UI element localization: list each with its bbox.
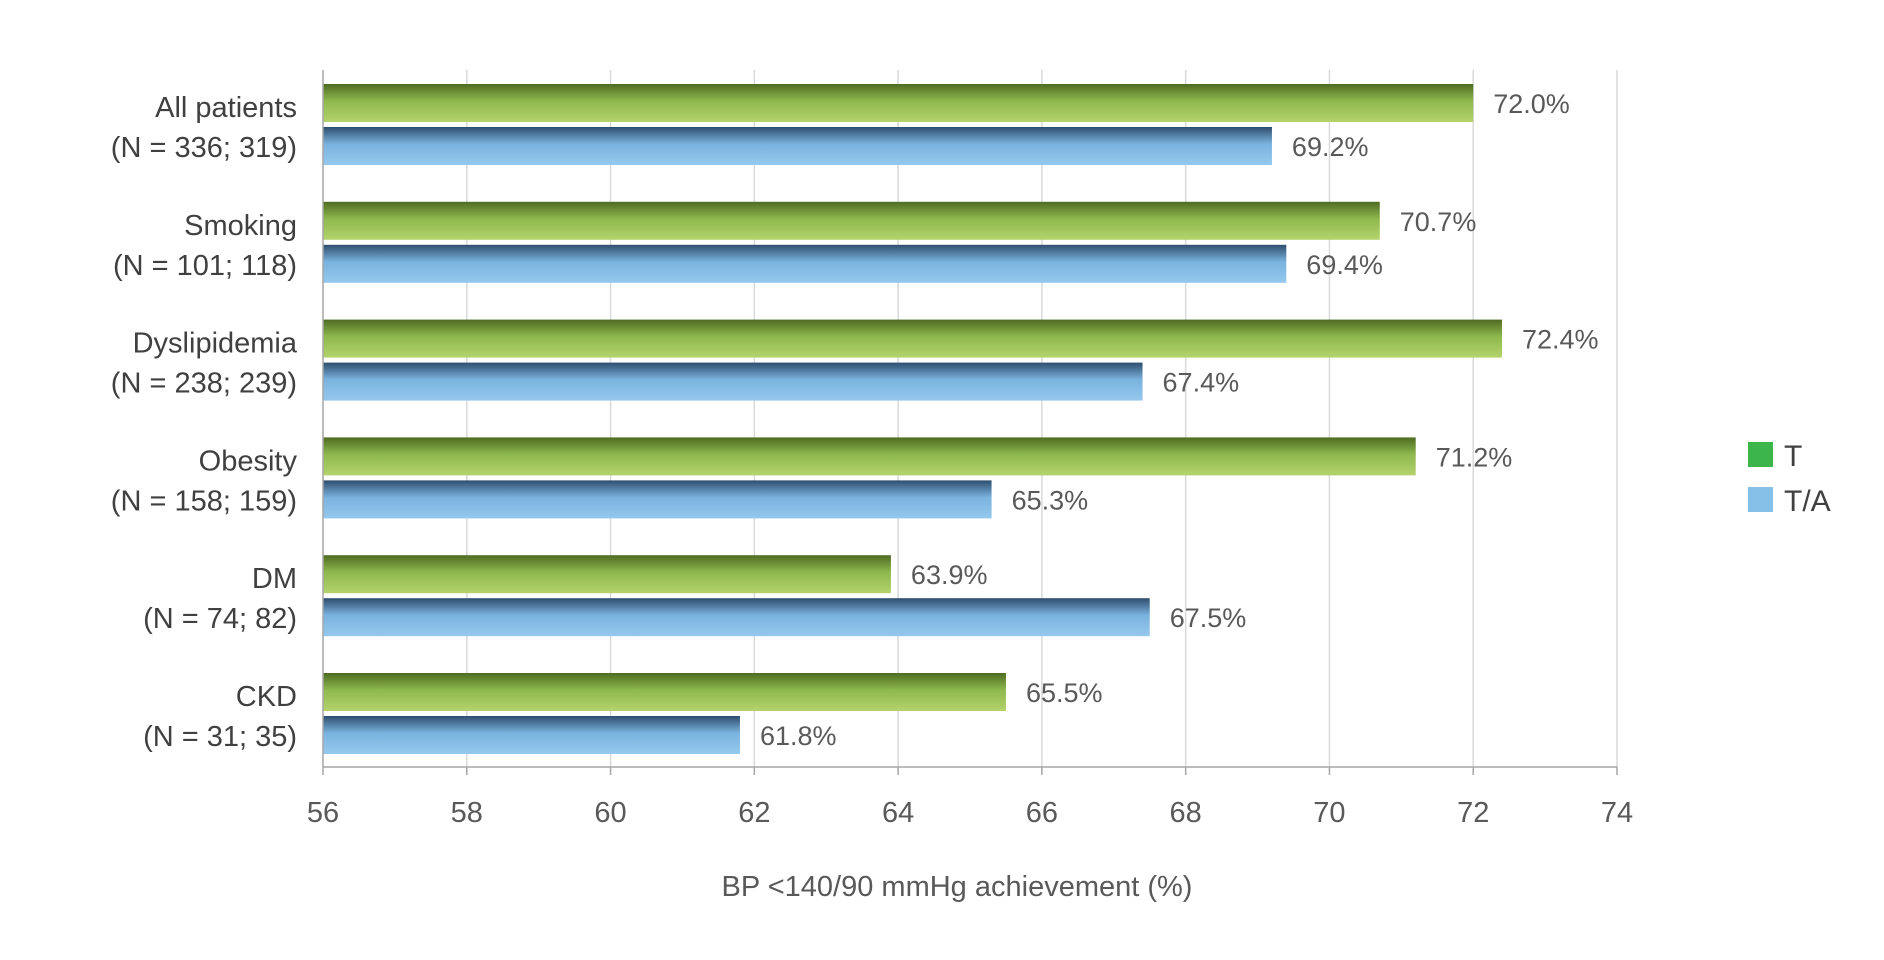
category-label: CKD	[236, 681, 297, 713]
category-label: DM	[252, 563, 297, 595]
bar-t	[323, 201, 1380, 240]
category-label: Obesity	[199, 445, 298, 477]
category-n-label: (N = 238; 239)	[111, 368, 297, 400]
data-label: 69.2%	[1292, 132, 1369, 162]
data-label: 67.4%	[1163, 368, 1240, 398]
x-tick-label: 72	[1457, 797, 1489, 829]
category-label: Dyslipidemia	[133, 328, 298, 360]
category-label: Smoking	[184, 210, 297, 242]
labels: All patients (N = 336; 319) 72.0% 69.2% Smok…	[111, 89, 1599, 753]
category-n-label: (N = 158; 159)	[111, 485, 297, 517]
bar-t	[323, 673, 1006, 711]
bar-ta	[323, 127, 1272, 165]
bar-ta	[323, 244, 1287, 283]
legend: T T/A	[1748, 440, 1831, 518]
x-axis-title: BP <140/90 mmHg achievement (%)	[722, 871, 1193, 903]
data-label: 72.0%	[1493, 89, 1570, 119]
x-tick-label: 66	[1026, 797, 1058, 829]
category-n-label: (N = 336; 319)	[111, 132, 297, 164]
bar-ta	[323, 716, 740, 754]
data-label: 63.9%	[911, 560, 988, 590]
x-tick-label: 62	[738, 797, 770, 829]
category-n-label: (N = 74; 82)	[143, 603, 297, 635]
bar-t	[323, 437, 1416, 476]
x-tick-label: 60	[594, 797, 626, 829]
bars	[323, 84, 1502, 754]
bar-ta	[323, 362, 1143, 401]
x-tick-label: 74	[1601, 797, 1633, 829]
category-label: All patients	[155, 92, 297, 124]
data-label: 70.7%	[1400, 207, 1477, 237]
legend-label: T/A	[1784, 485, 1831, 518]
data-label: 67.5%	[1170, 603, 1247, 633]
bar-t	[323, 84, 1474, 122]
axes: 56 58 60 62 64 66 68 70 72 74	[307, 70, 1633, 829]
x-tick-label: 56	[307, 797, 339, 829]
bar-t	[323, 555, 891, 594]
data-label: 65.5%	[1026, 678, 1103, 708]
x-tick-label: 58	[451, 797, 483, 829]
x-tick-label: 64	[882, 797, 914, 829]
data-label: 72.4%	[1522, 325, 1599, 355]
data-label: 69.4%	[1306, 250, 1383, 280]
data-label: 65.3%	[1012, 485, 1089, 515]
x-tick-label: 68	[1170, 797, 1202, 829]
bar-t	[323, 319, 1502, 358]
legend-label: T	[1784, 440, 1802, 473]
legend-swatch	[1748, 487, 1773, 512]
data-label: 61.8%	[760, 721, 837, 751]
gridlines	[466, 70, 1618, 767]
category-n-label: (N = 101; 118)	[113, 250, 297, 282]
bar-ta	[323, 598, 1150, 637]
bar-ta	[323, 480, 992, 519]
category-n-label: (N = 31; 35)	[143, 721, 297, 753]
x-tick-label: 70	[1313, 797, 1345, 829]
legend-swatch	[1748, 442, 1773, 467]
data-label: 71.2%	[1436, 442, 1513, 472]
